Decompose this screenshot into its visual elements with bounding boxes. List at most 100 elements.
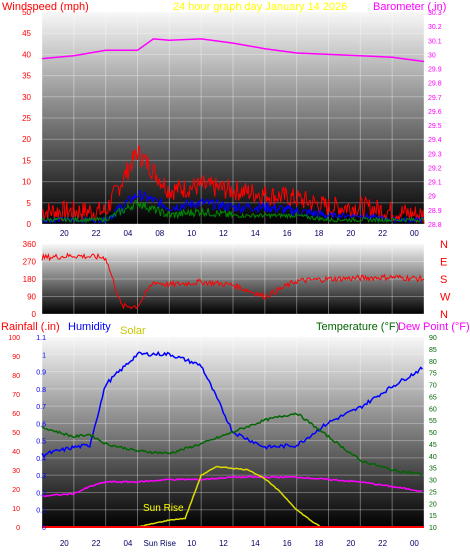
x-tick-label: 00 [410, 229, 419, 238]
y-tick-label-right: 80 [429, 359, 437, 366]
wind-plot-area [42, 12, 424, 224]
y-tick-label-right: 40 [429, 454, 437, 461]
x-tick-label: 18 [314, 229, 323, 238]
solar-label: Solar [120, 325, 146, 337]
x-tick-label: 04 [123, 229, 132, 238]
x-tick-label: 22 [92, 229, 101, 238]
y-tick-label-left: 50 [12, 430, 20, 437]
y-tick-label-left: 5 [27, 199, 32, 208]
y-tick-label-right: 29.8 [428, 81, 442, 88]
y-tick-label-left: 70 [12, 392, 20, 399]
y-tick-label-left: 80 [12, 373, 20, 380]
y-tick-label-left: 25 [22, 114, 31, 123]
y-tick-label-right: 75 [429, 371, 437, 378]
y-tick-label-right: 30.1 [428, 38, 442, 45]
y-tick-label-right: 25 [429, 489, 437, 496]
x-tick-label: Sun Rise [144, 539, 177, 548]
y-tick-label-left: 0.6 [36, 421, 46, 428]
y-tick-label-left: 0.1 [36, 508, 46, 515]
x-tick-label: 20 [346, 229, 355, 238]
y-tick-label-left: 30 [12, 468, 20, 475]
compass-label: S [440, 274, 447, 286]
rainfall-axis-title: Rainfall (.in) [1, 321, 60, 333]
dewpoint-line [41, 475, 423, 498]
y-tick-label-left: 0.2 [36, 490, 46, 497]
y-tick-label-left: 50 [22, 8, 31, 17]
x-tick-label: 20 [60, 539, 69, 548]
y-tick-label-right: 30.2 [428, 24, 442, 31]
y-tick-label-right: 35 [429, 466, 437, 473]
dewpoint-axis-title: Dew Point (°F) [398, 321, 470, 333]
wind-direction-line [41, 252, 425, 310]
y-tick-label-left: 20 [22, 135, 31, 144]
y-tick-label-left: 0 [16, 525, 20, 532]
y-tick-label-left: 90 [12, 354, 20, 361]
y-tick-label-left: 15 [22, 156, 31, 165]
y-tick-label-right: 60 [429, 406, 437, 413]
y-tick-label-right: 28.9 [428, 208, 442, 215]
x-tick-label: 10 [187, 229, 196, 238]
x-tick-label: 20 [60, 229, 69, 238]
x-tick-label: 22 [92, 539, 101, 548]
y-tick-label-left: 360 [23, 240, 37, 249]
lull-wind-line [41, 199, 425, 224]
y-tick-label-right: 30 [429, 478, 437, 485]
y-tick-label-left: 20 [12, 487, 20, 494]
y-tick-label-right: 29.6 [428, 109, 442, 116]
y-tick-label-right: 28.8 [428, 222, 442, 229]
y-tick-label-right: 29.7 [428, 95, 442, 102]
y-tick-label-left: 0.8 [36, 387, 46, 394]
temperature-line [41, 412, 423, 476]
barometer-line [41, 38, 425, 63]
gust-wind-line [41, 144, 425, 224]
x-tick-label: 16 [283, 539, 292, 548]
temperature-axis-title: Temperature (°F) [316, 321, 399, 333]
x-tick-label: 22 [378, 229, 387, 238]
x-tick-label: 12 [219, 229, 228, 238]
y-tick-label-right: 30.3 [428, 10, 442, 17]
y-tick-label-right: 70 [429, 383, 437, 390]
y-tick-label-left: 40 [22, 50, 31, 59]
compass-label: N [440, 239, 448, 251]
y-tick-label-right: 15 [429, 513, 437, 520]
x-tick-label: 22 [378, 539, 387, 548]
y-tick-label-left: 30 [22, 93, 31, 102]
x-tick-label: 00 [410, 539, 419, 548]
y-tick-label-left: 10 [12, 506, 20, 513]
y-tick-label-right: 65 [429, 394, 437, 401]
humidity-label: Humidity [68, 321, 111, 333]
y-tick-label-left: 45 [22, 29, 31, 38]
y-tick-label-right: 20 [429, 501, 437, 508]
grid-lines [41, 11, 425, 528]
y-tick-label-left: 0.5 [36, 439, 46, 446]
y-tick-label-right: 30 [428, 52, 436, 59]
x-tick-label: 10 [187, 539, 196, 548]
y-tick-label-left: 90 [27, 293, 36, 302]
x-tick-label: 04 [123, 539, 132, 548]
x-tick-label: 16 [283, 229, 292, 238]
y-tick-label-right: 29.1 [428, 180, 442, 187]
windspeed-axis-title: Windspeed (mph) [2, 1, 89, 13]
sunrise-annotation: Sun Rise [143, 503, 184, 514]
y-tick-label-left: 100 [8, 335, 20, 342]
chart-title: 24 hour graph day January 14 2026 [173, 1, 347, 13]
compass-label: E [440, 257, 447, 269]
x-tick-label: 14 [251, 229, 260, 238]
y-tick-label-left: 270 [23, 258, 37, 267]
y-tick-label-left: 180 [23, 275, 37, 284]
y-tick-label-left: 0 [42, 525, 46, 532]
series-layer [41, 38, 425, 528]
y-tick-label-right: 55 [429, 418, 437, 425]
y-tick-label-left: 0.7 [36, 404, 46, 411]
y-tick-label-left: 0.9 [36, 370, 46, 377]
y-tick-label-right: 29.4 [428, 137, 442, 144]
y-tick-label-left: 60 [12, 411, 20, 418]
axis-labels: 0510152025303540455028.828.92929.129.229… [8, 8, 451, 548]
compass-label: W [440, 292, 451, 304]
y-tick-label-right: 50 [429, 430, 437, 437]
average-wind-line [41, 190, 425, 225]
x-tick-label: 08 [155, 229, 164, 238]
y-tick-label-right: 10 [429, 525, 437, 532]
